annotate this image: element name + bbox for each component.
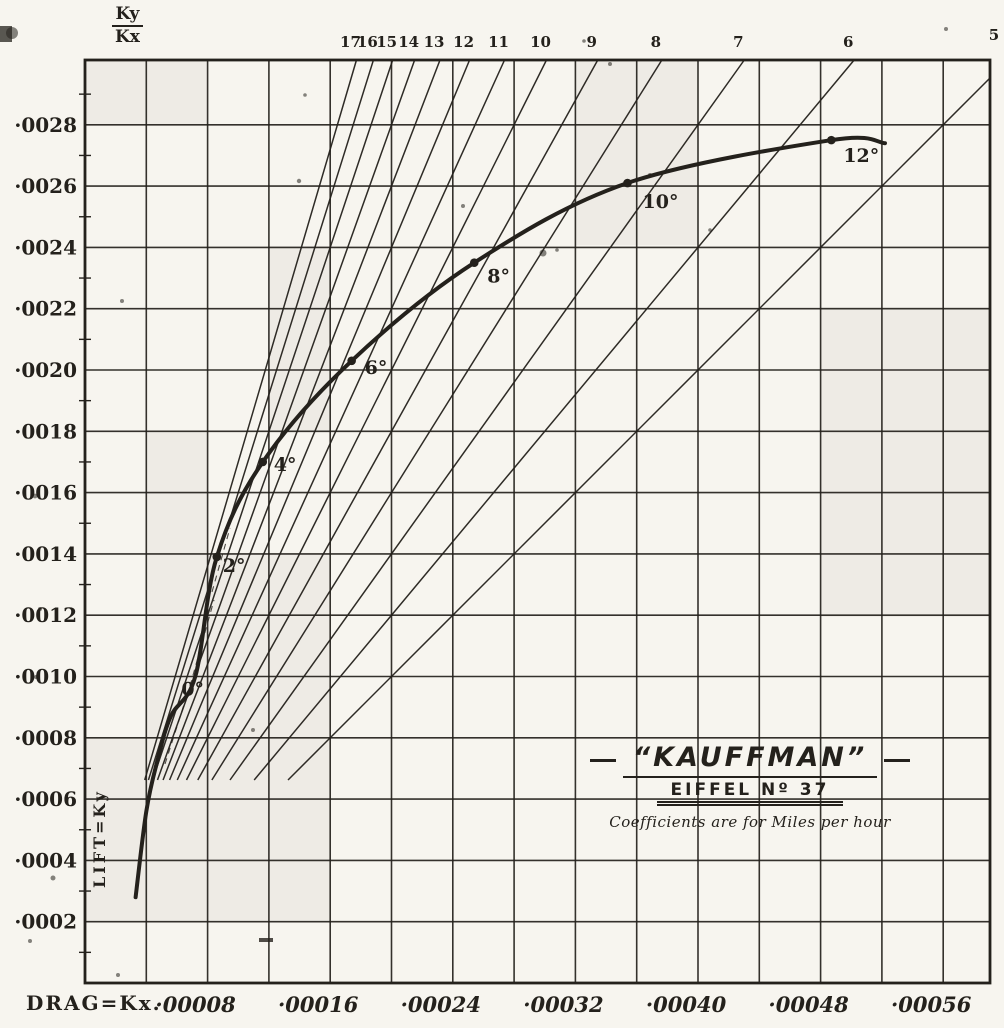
angle-point	[258, 457, 268, 467]
paper-speckle	[116, 973, 120, 977]
y-tick-label: ·0004	[14, 848, 77, 872]
x-tick-label: ·00024	[401, 992, 481, 1017]
y-tick-label: ·0028	[14, 113, 77, 137]
ratio-line-label: 6	[843, 33, 853, 51]
y-tick-label: ·0016	[14, 481, 77, 505]
x-tick-label: ·00056	[891, 992, 972, 1017]
ratio-numerator-label: Ky	[115, 4, 140, 24]
angle-label: 4°	[274, 454, 297, 476]
paper-speckle	[461, 204, 465, 208]
x-tick-label: ·00016	[278, 992, 359, 1017]
title-block: “KAUFFMAN” EIFFEL Nº 37 Coefficients are…	[585, 742, 915, 831]
stray-dash-mark	[259, 938, 273, 942]
ratio-line	[211, 59, 663, 781]
page-edge-mark	[0, 26, 12, 42]
ratio-line	[143, 59, 358, 781]
ratio-line	[162, 59, 441, 781]
polar-curve	[133, 135, 887, 900]
hatch-remnant	[211, 527, 231, 593]
hatch-remnant	[164, 691, 189, 765]
paper-speckle	[28, 939, 32, 943]
angle-label: 12°	[843, 145, 879, 167]
shade-patch	[820, 307, 990, 617]
ratio-line-label: 10	[530, 33, 551, 51]
ratio-line	[197, 59, 599, 781]
ratio-line-label: 16	[357, 33, 378, 51]
x-tick-label: ·00008	[155, 992, 236, 1017]
plot-border	[83, 58, 992, 985]
angle-label: 2°	[223, 555, 246, 577]
ratio-line-label: 13	[424, 33, 445, 51]
paper-speckle	[50, 875, 56, 881]
x-tick-label: ·00040	[646, 992, 727, 1017]
y-tick-label: ·0008	[14, 726, 77, 750]
x-tick-label: ·00032	[523, 992, 603, 1017]
ratio-line-label: 5	[989, 26, 999, 44]
y-tick-label: ·0014	[14, 542, 77, 566]
ratio-line-label: 9	[587, 33, 597, 51]
angle-label: 0°	[181, 679, 204, 701]
paper-speckle	[251, 728, 255, 732]
ratio-line	[168, 59, 471, 781]
paper-speckle	[555, 248, 559, 252]
paper-speckle	[32, 493, 38, 499]
paper-speckle	[608, 62, 612, 66]
y-tick-label: ·0024	[14, 235, 77, 259]
ratio-line	[185, 59, 548, 781]
airfoil-subtitle: EIFFEL Nº 37	[656, 780, 844, 806]
title-row: “KAUFFMAN”	[585, 742, 915, 778]
y-tick-label: ·0012	[14, 603, 77, 627]
ratio-line	[147, 59, 375, 781]
paper-speckle	[539, 249, 547, 257]
ratio-denominator-label: Kx	[112, 24, 143, 48]
ratio-line-label: 7	[733, 33, 743, 51]
angle-point	[827, 135, 836, 145]
ratio-line	[151, 59, 394, 781]
paper-speckle	[648, 173, 652, 177]
ratio-line-label: 11	[488, 33, 509, 51]
paper-speckle	[708, 228, 712, 232]
ratio-axis-label: Ky Kx	[112, 4, 143, 48]
airfoil-title: “KAUFFMAN”	[622, 742, 878, 778]
y-tick-label: ·0018	[14, 419, 77, 443]
angle-label: 6°	[365, 357, 388, 379]
coefficients-note: Coefficients are for Miles per hour	[609, 813, 891, 831]
paper-speckle	[944, 27, 948, 31]
ratio-line-label: 14	[398, 33, 419, 51]
ratio-line-label: 17	[340, 33, 361, 51]
y-tick-label: ·0006	[14, 787, 77, 811]
drag-axis-label: DRAG=Kx.	[26, 991, 162, 1015]
angle-label: 8°	[487, 266, 510, 288]
paper-speckle	[296, 178, 302, 184]
x-tick-label: ·00048	[768, 992, 849, 1017]
angle-label: 10°	[643, 191, 679, 213]
lift-axis-label: LIFT=Ky	[90, 789, 109, 888]
y-tick-label: ·0022	[14, 297, 77, 321]
angle-point	[623, 178, 632, 188]
paper-speckle	[303, 93, 307, 97]
ratio-line	[229, 59, 745, 781]
ratio-line	[176, 59, 506, 781]
y-tick-label: ·0020	[14, 358, 77, 382]
ratio-line-label: 15	[376, 33, 397, 51]
ratio-line-label: 12	[453, 33, 474, 51]
ratio-line	[287, 77, 991, 781]
angle-point	[347, 356, 356, 366]
paper-speckle	[38, 607, 42, 611]
y-tick-label: ·0026	[14, 174, 77, 198]
y-tick-label: ·0002	[14, 910, 77, 934]
ratio-line	[253, 59, 855, 781]
title-left-dash	[589, 758, 616, 762]
angle-point	[212, 552, 222, 562]
paper-speckle	[582, 39, 586, 43]
y-tick-label: ·0010	[14, 665, 77, 689]
title-right-dash	[884, 758, 911, 762]
paper-speckle	[34, 675, 38, 679]
ratio-line-label: 8	[651, 33, 661, 51]
angle-point	[469, 258, 479, 268]
paper-speckle	[120, 299, 124, 303]
